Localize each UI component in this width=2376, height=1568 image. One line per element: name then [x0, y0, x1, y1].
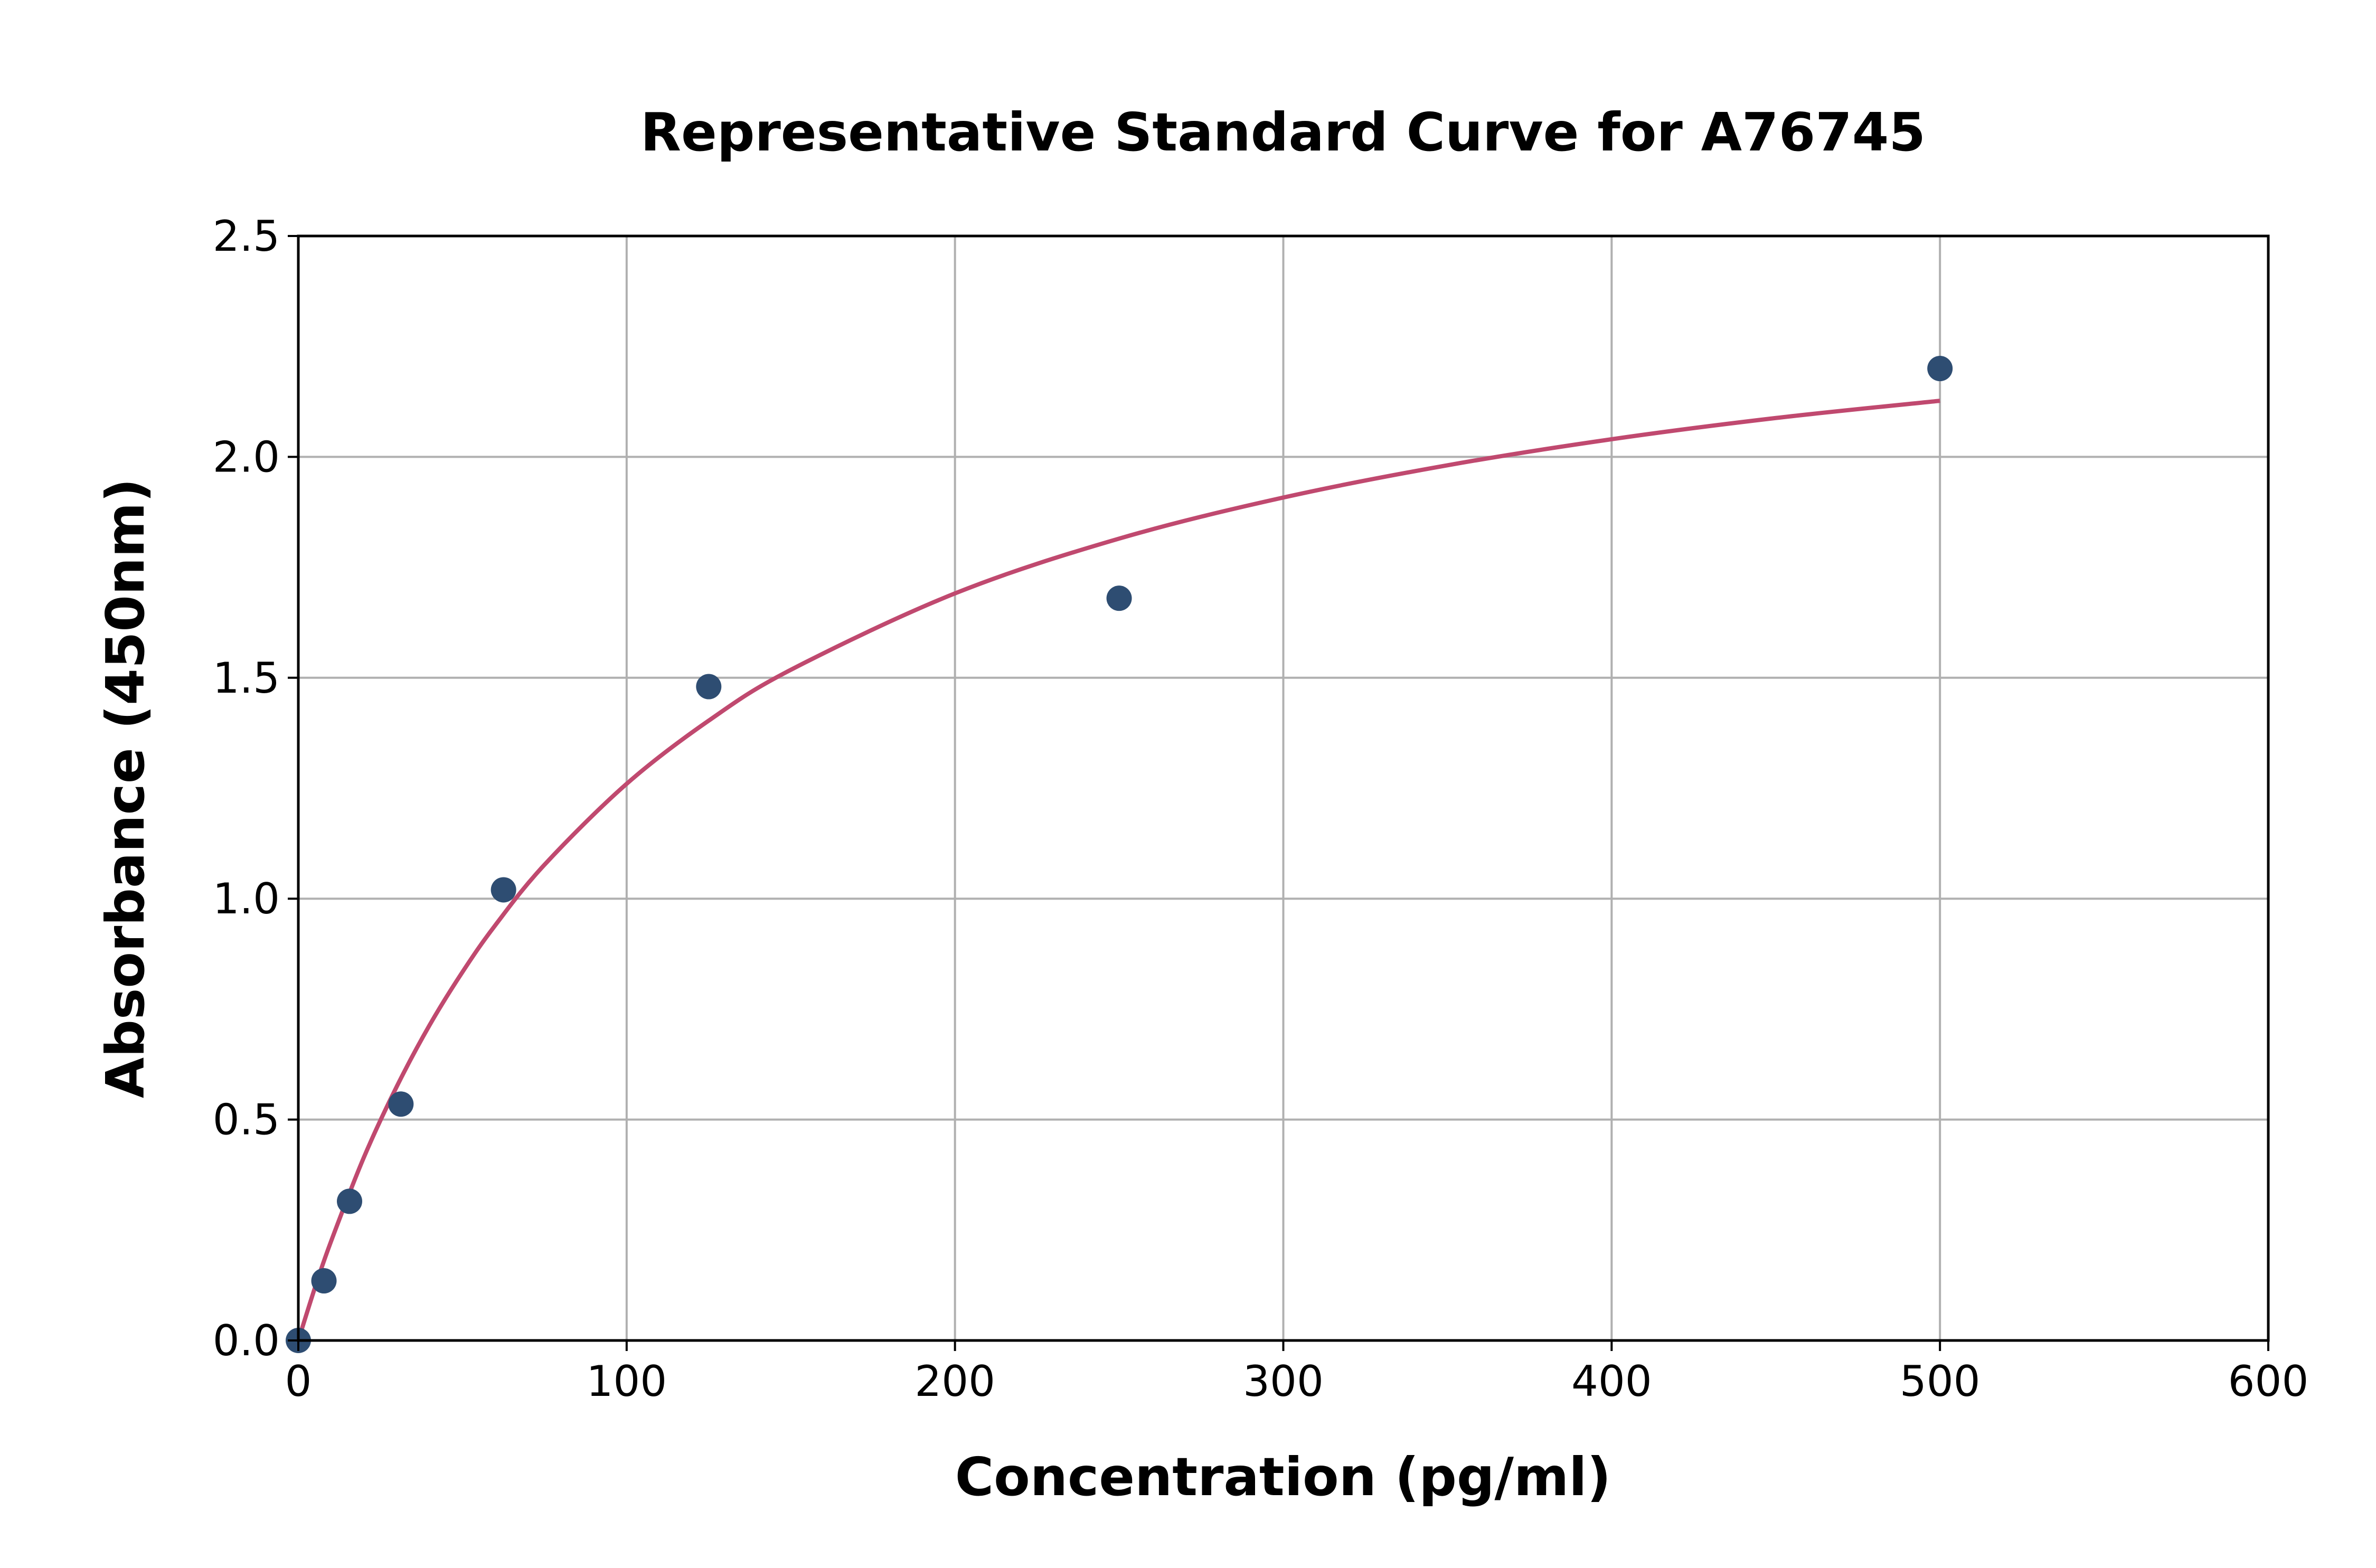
x-tick-label: 400	[1571, 1357, 1652, 1406]
fit-curve-group	[296, 399, 1940, 1342]
data-point	[388, 1091, 414, 1117]
y-tick-label: 2.5	[213, 212, 280, 261]
data-points-group	[286, 356, 1953, 1353]
x-tick-label: 300	[1243, 1357, 1324, 1406]
data-point	[1106, 585, 1132, 611]
data-point	[491, 877, 516, 903]
y-axis-label: Absorbance (450nm)	[95, 478, 156, 1098]
y-tick-label: 1.5	[213, 654, 280, 703]
y-tick-label: 0.0	[213, 1316, 280, 1365]
fit-curve-line	[296, 399, 1940, 1342]
x-tick-label: 600	[2228, 1357, 2309, 1406]
y-tick-label: 2.0	[213, 432, 280, 481]
data-point	[337, 1188, 363, 1214]
grid	[297, 235, 2269, 1342]
x-axis-label: Concentration (pg/ml)	[955, 1446, 1611, 1508]
x-tick-label: 500	[1900, 1357, 1981, 1406]
x-tick-label: 100	[586, 1357, 667, 1406]
x-tick-label: 200	[914, 1357, 995, 1406]
data-point	[1927, 356, 1953, 382]
chart-title: Representative Standard Curve for A76745	[640, 101, 1926, 163]
x-tick-label: 0	[285, 1357, 312, 1406]
data-point	[311, 1268, 337, 1294]
data-point	[696, 674, 722, 700]
y-axis-ticks: 0.0 0.5 1.0 1.5 2.0 2.5	[213, 212, 298, 1365]
x-axis-ticks: 0 100 200 300 400 500 600	[285, 1340, 2309, 1406]
y-tick-label: 1.0	[213, 874, 280, 923]
y-tick-label: 0.5	[213, 1095, 280, 1145]
